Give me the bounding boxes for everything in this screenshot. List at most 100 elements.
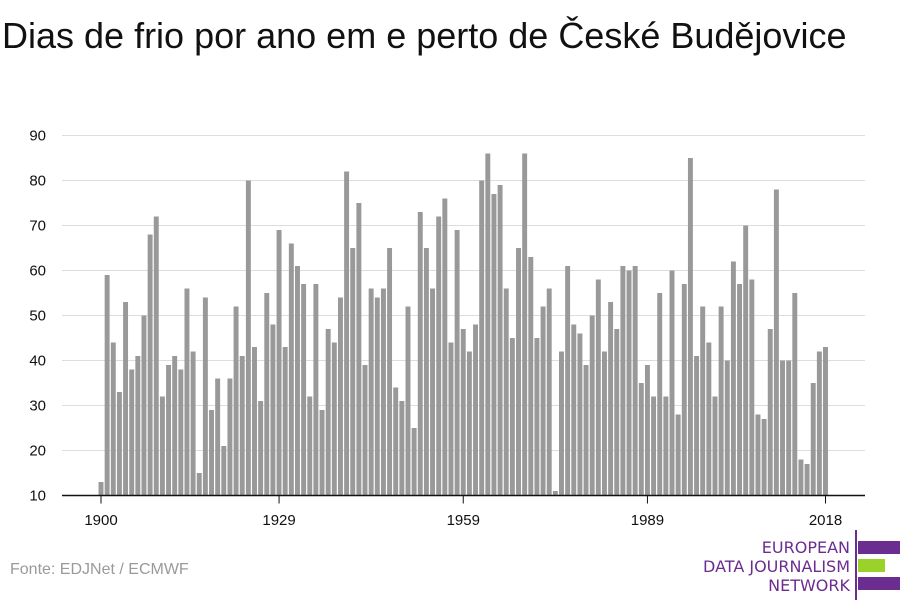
bar-1995 — [681, 284, 687, 496]
bar-1964 — [491, 194, 497, 496]
y-axis-labels: 10 20 30 40 50 60 70 80 90 — [29, 128, 46, 505]
bars — [98, 153, 828, 496]
bar-1934 — [307, 396, 313, 496]
bar-1975 — [559, 351, 564, 496]
logo-bar-top — [858, 541, 900, 554]
bar-1961 — [473, 324, 478, 496]
bar-1951 — [411, 428, 417, 496]
bar-1937 — [325, 329, 331, 496]
edjnet-logo: EUROPEAN DATA JOURNALISM NETWORK — [700, 530, 900, 600]
bar-1919 — [215, 378, 221, 496]
bar-1940 — [344, 171, 350, 496]
x-tick-label: 1959 — [447, 512, 480, 529]
bar-1930 — [282, 347, 288, 496]
logo-bar-middle — [858, 559, 885, 572]
bar-1987 — [632, 266, 638, 496]
bar-1902 — [110, 342, 116, 496]
bar-1913 — [178, 369, 184, 496]
bar-1921 — [227, 378, 233, 496]
bar-1905 — [129, 369, 135, 496]
bar-1977 — [571, 324, 577, 496]
bar-1984 — [614, 329, 620, 496]
bar-1986 — [626, 270, 632, 496]
bar-1922 — [233, 306, 239, 496]
bar-1979 — [583, 365, 589, 496]
y-tick-label: 80 — [29, 173, 46, 190]
bar-1927 — [264, 293, 270, 496]
bar-2018 — [823, 347, 828, 496]
x-tick-label: 1929 — [262, 512, 295, 529]
bar-1939 — [337, 297, 343, 496]
bar-1915 — [190, 351, 196, 496]
y-tick-label: 60 — [29, 263, 46, 280]
bar-1971 — [534, 338, 540, 496]
logo-divider — [855, 530, 857, 600]
source-note: Fonte: EDJNet / ECMWF — [10, 561, 189, 578]
bar-1907 — [141, 315, 147, 496]
bar-1918 — [209, 410, 214, 496]
bar-1978 — [577, 333, 583, 496]
bar-2014 — [798, 459, 804, 496]
y-tick-label: 50 — [29, 308, 46, 325]
bar-1981 — [595, 279, 601, 496]
bar-2007 — [755, 414, 761, 496]
bar-1903 — [116, 392, 122, 496]
bar-1996 — [687, 158, 693, 496]
logo-bar-bottom — [858, 577, 900, 590]
bar-1989 — [644, 365, 650, 496]
y-tick-label: 30 — [29, 398, 46, 415]
bar-1988 — [638, 383, 644, 496]
y-tick-label: 70 — [29, 218, 46, 235]
logo-text-european: EUROPEAN — [761, 538, 850, 557]
bar-1959 — [460, 329, 466, 496]
bar-1904 — [123, 302, 129, 496]
bar-2002 — [724, 360, 730, 496]
bar-1962 — [479, 180, 485, 496]
bar-1935 — [313, 284, 319, 496]
bar-1944 — [368, 288, 374, 496]
bar-2001 — [718, 306, 724, 496]
bar-2009 — [767, 329, 773, 496]
bar-2011 — [780, 360, 785, 496]
bar-1929 — [276, 230, 282, 496]
bar-2016 — [810, 383, 816, 496]
bar-1952 — [417, 212, 423, 496]
bar-2008 — [761, 419, 767, 496]
bar-1980 — [589, 315, 595, 496]
bar-1965 — [497, 185, 503, 496]
bar-1999 — [706, 342, 712, 496]
bar-2015 — [804, 464, 810, 496]
bar-1950 — [405, 306, 411, 496]
bar-1966 — [503, 288, 509, 496]
bar-2006 — [749, 279, 755, 496]
bar-1933 — [301, 284, 307, 496]
bar-1908 — [147, 234, 153, 496]
bar-1958 — [454, 230, 460, 496]
bar-1926 — [258, 401, 264, 496]
x-tick-label: 1900 — [84, 512, 117, 529]
bar-1911 — [166, 365, 172, 496]
bar-1960 — [466, 351, 472, 496]
bar-1969 — [522, 153, 528, 496]
bar-1910 — [159, 396, 165, 496]
bar-1948 — [393, 387, 399, 496]
bar-1932 — [295, 266, 300, 496]
bar-1909 — [153, 216, 159, 496]
bar-1917 — [202, 297, 208, 496]
y-tick-label: 90 — [29, 128, 46, 145]
bar-1976 — [565, 266, 571, 496]
bar-2010 — [773, 189, 779, 496]
bar-1957 — [448, 342, 454, 496]
y-tick-label: 10 — [29, 488, 46, 505]
bar-1941 — [350, 248, 356, 496]
bar-1994 — [675, 414, 681, 496]
bar-1938 — [331, 342, 337, 496]
bar-1925 — [252, 347, 257, 496]
bar-1992 — [663, 396, 669, 496]
x-tick-label: 1989 — [631, 512, 664, 529]
bar-1924 — [245, 180, 251, 496]
x-tick-label: 2018 — [809, 512, 842, 529]
bar-1956 — [442, 198, 448, 496]
bar-2003 — [730, 261, 736, 496]
